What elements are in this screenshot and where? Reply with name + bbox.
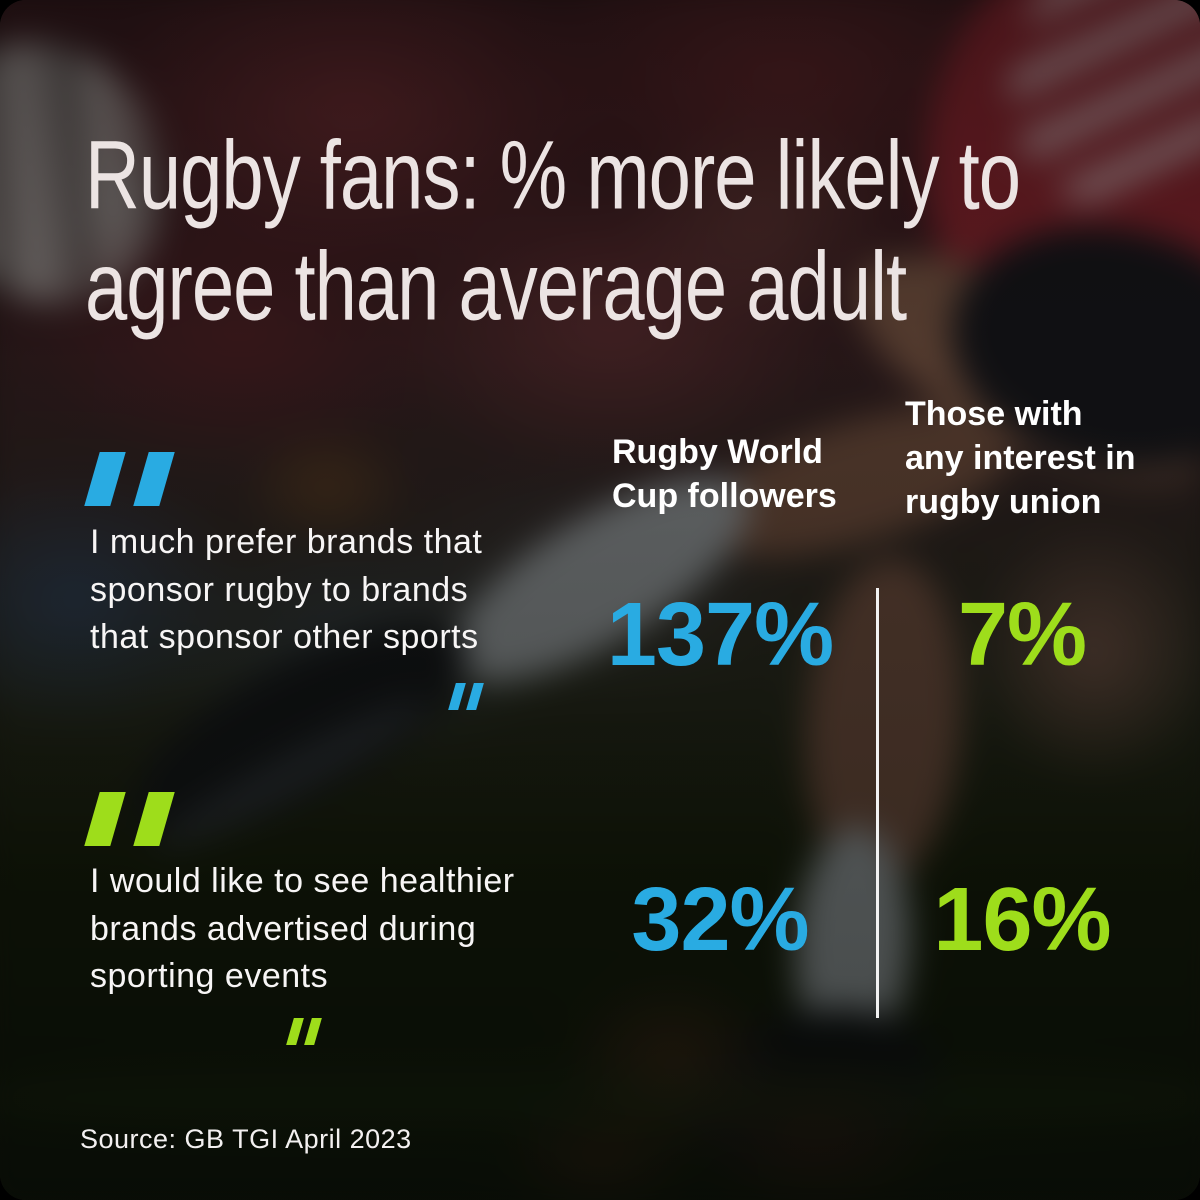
open-quote-icon [84,792,175,846]
column-divider-line [876,588,879,1018]
source-note: Source: GB TGI April 2023 [80,1124,412,1154]
stat-rwc-row1: 137% [606,585,834,685]
page-title: Rugby fans: % more likely to agree than … [85,121,1021,342]
quote-text-row2: I would like to see healthier brands adv… [90,862,515,995]
stat-rwc-row2: 32% [631,870,809,970]
column-header-rwc-followers: Rugby World Cup followers [612,433,837,515]
stat-union-row2: 16% [933,870,1111,970]
column-header-rugby-union-interest: Those with any interest in rugby union [905,395,1136,521]
close-quote-icon [448,683,484,710]
quote-text-row1: I much prefer brands that sponsor rugby … [90,523,483,656]
open-quote-icon [84,452,175,506]
close-quote-icon [286,1018,322,1045]
stat-union-row1: 7% [957,585,1087,685]
